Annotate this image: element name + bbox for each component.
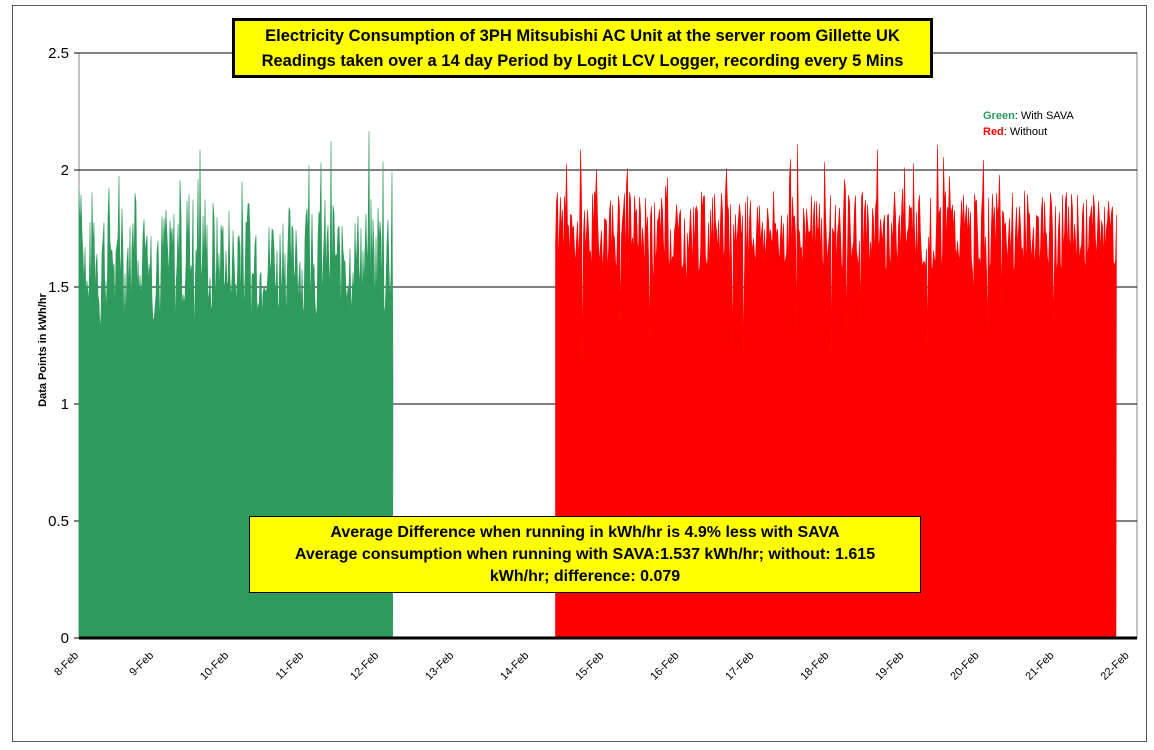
- x-tick-label: 20-Feb: [948, 650, 981, 683]
- legend-green-text: : With SAVA: [1014, 110, 1074, 122]
- legend: Green: With SAVA Red: Without: [983, 108, 1074, 140]
- x-tick-label: 16-Feb: [648, 650, 681, 683]
- series-without-area: [555, 144, 1117, 639]
- chart-title: Electricity Consumption of 3PH Mitsubish…: [232, 18, 933, 78]
- chart-frame: 0 0.5 1 1.5 2 2.5 8-Feb 9-Feb 10-Feb 11-Feb 12-Feb…: [12, 5, 1147, 742]
- x-tick-label: 14-Feb: [498, 650, 531, 683]
- y-tick-label: 2.5: [48, 45, 69, 62]
- legend-green-key: Green: [983, 110, 1015, 122]
- x-tick-label: 17-Feb: [723, 650, 756, 683]
- x-tick-label: 18-Feb: [798, 650, 831, 683]
- x-tick-label: 19-Feb: [873, 650, 906, 683]
- x-tick-label: 21-Feb: [1023, 650, 1056, 683]
- legend-red-key: Red: [983, 126, 1004, 138]
- title-line-2: Readings taken over a 14 day Period by L…: [261, 52, 904, 70]
- y-tick-label: 0: [61, 630, 69, 647]
- x-tick-label: 22-Feb: [1098, 650, 1131, 683]
- chart-plot: 0 0.5 1 1.5 2 2.5 8-Feb 9-Feb 10-Feb 11-Feb 12-Feb…: [48, 45, 1138, 683]
- legend-red-text: : Without: [1003, 126, 1048, 138]
- y-tick-label: 1.5: [48, 279, 69, 296]
- legend-red: Red: Without: [983, 124, 1074, 140]
- title-line-1: Electricity Consumption of 3PH Mitsubish…: [265, 27, 900, 45]
- x-tick-label: 12-Feb: [348, 650, 381, 683]
- x-tick-label: 13-Feb: [423, 650, 456, 683]
- legend-green: Green: With SAVA: [983, 108, 1074, 124]
- x-tick-label: 11-Feb: [274, 650, 307, 683]
- average-difference-note: Average Difference when running in kWh/h…: [249, 516, 921, 593]
- note-line-3: kWh/hr; difference: 0.079: [489, 568, 681, 585]
- x-tick-label: 9-Feb: [127, 650, 156, 679]
- x-tick-label: 15-Feb: [573, 650, 606, 683]
- y-axis-label: Data Points in kWh/hr: [37, 293, 49, 407]
- x-tick-label: 10-Feb: [198, 650, 231, 683]
- series-with-sava-area: [78, 131, 394, 639]
- y-tick-label: 1: [61, 396, 69, 413]
- y-tick-label: 0.5: [48, 513, 69, 530]
- note-line-1: Average Difference when running in kWh/h…: [330, 524, 840, 541]
- x-tick-label: 8-Feb: [52, 650, 81, 679]
- y-tick-label: 2: [61, 162, 69, 179]
- note-line-2: Average consumption when running with SA…: [294, 546, 876, 563]
